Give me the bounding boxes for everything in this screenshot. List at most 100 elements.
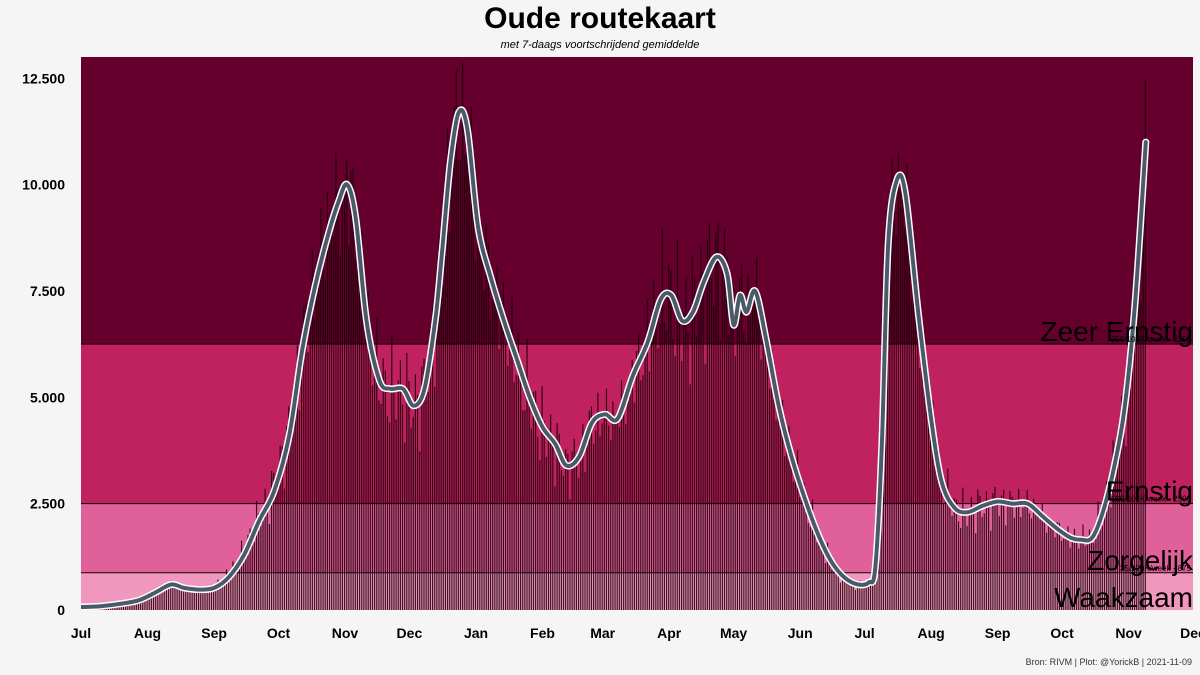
bar <box>567 453 569 610</box>
bar <box>1058 522 1061 610</box>
bar <box>125 603 127 610</box>
bar <box>1000 495 1003 610</box>
bar <box>547 438 550 610</box>
bar <box>298 410 301 610</box>
bar <box>277 483 279 610</box>
x-tick-label: Aug <box>134 625 161 641</box>
bar <box>713 305 715 610</box>
bar <box>200 586 202 610</box>
bar <box>260 525 262 610</box>
x-tick-label: Oct <box>267 625 291 641</box>
bar <box>339 254 341 610</box>
zone-threshold-ernstig: 100/100K/week - 2500 <box>1111 495 1192 504</box>
x-tick-label: Jun <box>788 625 813 641</box>
bar <box>1007 502 1009 610</box>
x-tick-label: Dec <box>1180 625 1200 641</box>
moving-average-line-group <box>81 106 1150 610</box>
bar <box>560 470 562 610</box>
bar <box>953 498 955 610</box>
zone-label-ernstig: Ernstig <box>1106 476 1193 507</box>
bar <box>932 400 934 610</box>
bar <box>1082 524 1084 610</box>
zone-label-zorgelijk: Zorgelijk <box>1087 545 1194 576</box>
bar <box>719 340 721 610</box>
bar <box>81 606 82 610</box>
bar <box>228 578 230 610</box>
bar <box>451 164 453 610</box>
bar <box>397 380 399 610</box>
bar <box>393 389 395 610</box>
bar <box>350 170 352 610</box>
bar <box>788 426 790 610</box>
bar <box>670 270 672 610</box>
bar <box>1069 547 1071 610</box>
bar <box>331 223 333 610</box>
x-tick-label: Jul <box>854 625 874 641</box>
bar <box>1011 496 1013 610</box>
bar <box>361 230 363 610</box>
bar <box>981 516 983 610</box>
bar <box>702 272 704 610</box>
bar <box>359 258 361 610</box>
bar <box>213 589 215 610</box>
bar <box>631 359 633 610</box>
bar <box>588 410 590 610</box>
bar <box>472 192 474 610</box>
bar <box>869 583 872 610</box>
bar <box>137 598 140 610</box>
bar <box>255 500 258 610</box>
bar <box>202 587 204 610</box>
x-tick-label: Jan <box>464 625 488 641</box>
bar <box>294 378 296 610</box>
bar <box>1035 514 1037 610</box>
bar <box>382 358 384 610</box>
bar <box>945 501 947 610</box>
bar <box>633 402 635 610</box>
bar <box>225 569 228 610</box>
bar <box>275 491 277 610</box>
bar <box>464 154 466 610</box>
bar <box>575 458 577 610</box>
x-tick-label: Oct <box>1050 625 1074 641</box>
bar <box>732 285 734 610</box>
bar <box>496 265 498 610</box>
bar <box>887 258 889 610</box>
bar <box>977 489 979 610</box>
bar <box>562 475 565 610</box>
bar <box>307 351 309 610</box>
bar <box>734 356 736 610</box>
zone-threshold-zorgelijk: 35/100K/week - 875 <box>1120 564 1192 573</box>
bar <box>313 319 316 610</box>
bar <box>1054 537 1056 610</box>
bar <box>801 499 803 610</box>
bar <box>1086 544 1088 610</box>
bar <box>170 580 172 610</box>
bar <box>509 347 511 610</box>
x-tick-label: May <box>720 625 747 641</box>
bar <box>681 361 683 610</box>
bar <box>683 311 685 610</box>
bar <box>665 330 668 610</box>
bar <box>921 333 923 610</box>
bar <box>292 431 294 610</box>
bar <box>661 228 663 610</box>
bar <box>618 427 620 610</box>
bar <box>524 410 526 610</box>
bar <box>698 315 700 610</box>
bar <box>895 235 897 610</box>
bar <box>934 465 936 610</box>
bar <box>208 587 210 610</box>
bar <box>642 375 644 610</box>
bar <box>384 370 386 610</box>
bar <box>784 456 786 610</box>
bar <box>178 588 180 610</box>
bar <box>994 487 996 610</box>
bar <box>485 224 487 610</box>
bar <box>245 553 247 610</box>
bar <box>316 286 318 610</box>
bar <box>391 335 393 610</box>
bar <box>839 582 842 610</box>
moving-average-line <box>81 107 1148 609</box>
x-tick-label: Sep <box>201 625 227 641</box>
bar <box>1018 488 1020 610</box>
